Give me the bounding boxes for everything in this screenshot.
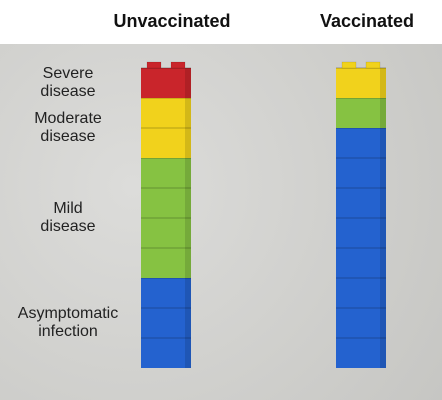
brick-segment xyxy=(141,98,191,158)
brick-stud xyxy=(365,61,381,69)
brick-stud xyxy=(146,61,162,69)
brick-segment xyxy=(336,98,386,128)
brick-stud xyxy=(170,61,186,69)
brick-stud xyxy=(341,61,357,69)
brick-segment xyxy=(141,158,191,278)
series-label: Mild disease xyxy=(40,200,96,235)
stack-shade xyxy=(380,68,386,368)
brick-segment xyxy=(336,68,386,98)
stack-shade xyxy=(185,68,191,368)
series-label: Severe disease xyxy=(40,65,96,100)
brick-segment xyxy=(336,128,386,368)
category-label: Vaccinated xyxy=(320,11,414,31)
series-label: Moderate disease xyxy=(34,110,102,145)
brick-segment xyxy=(141,278,191,368)
series-label: Asymptomatic infection xyxy=(17,305,119,340)
category-label: Unvaccinated xyxy=(113,11,230,31)
brick-segment xyxy=(141,68,191,98)
